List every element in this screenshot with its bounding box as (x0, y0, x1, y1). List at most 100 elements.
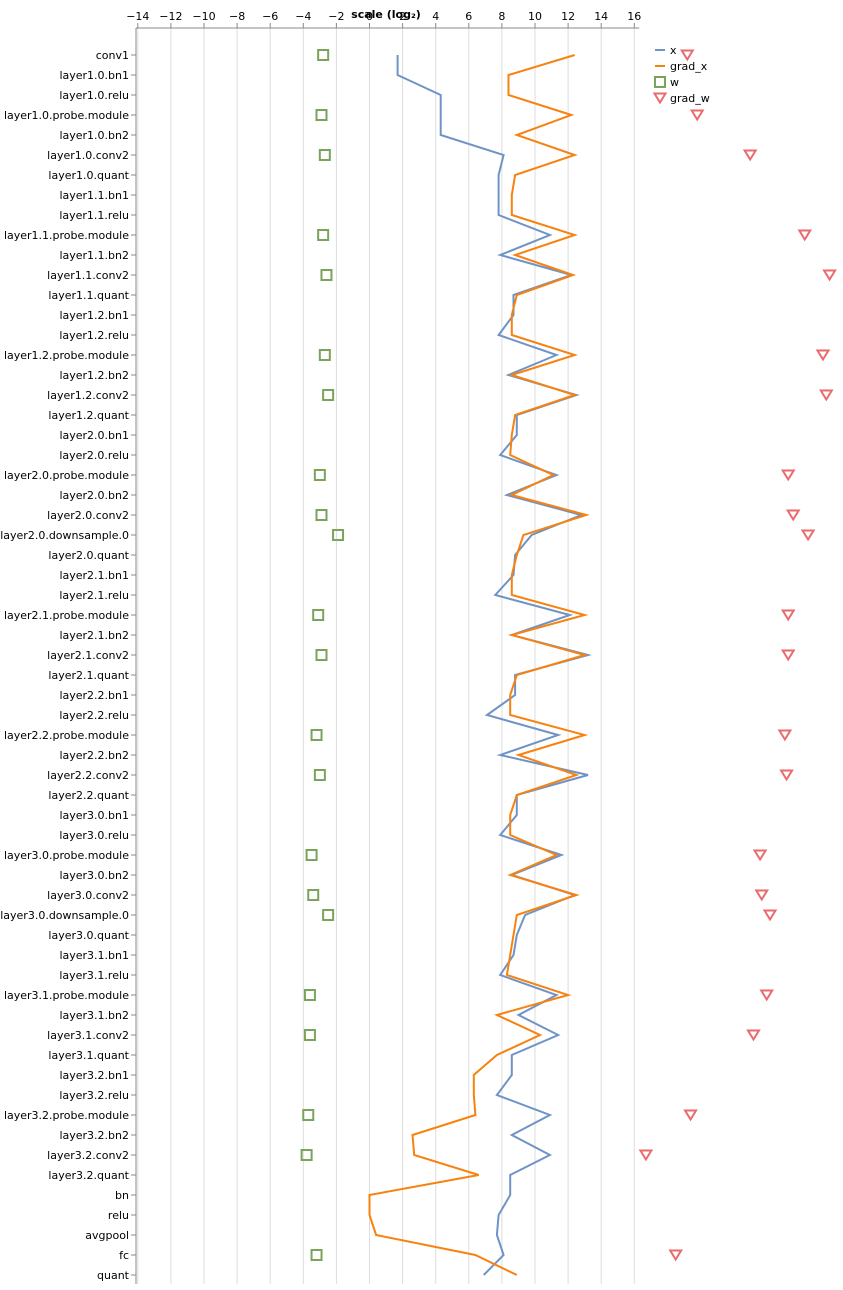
point-grad_w (780, 469, 796, 482)
x-tick-label: 10 (528, 10, 542, 23)
y-category-label: layer2.2.conv2 (47, 769, 129, 782)
point-grad_w (683, 1109, 698, 1122)
point-grad_w (780, 649, 796, 662)
point-w (313, 469, 326, 481)
point-grad_w (742, 149, 758, 162)
point-w (310, 1249, 323, 1261)
point-grad_w (689, 109, 705, 122)
y-category-label: layer1.0.conv2 (47, 149, 129, 162)
y-category-label: layer3.2.probe.module (4, 1109, 129, 1122)
y-category-label: layer3.1.probe.module (4, 989, 129, 1002)
point-w (332, 529, 345, 541)
point-w (302, 1109, 315, 1121)
y-category-label: layer2.2.relu (59, 709, 129, 722)
x-tick-label: 2 (399, 10, 406, 23)
legend-label-grad_x: grad_x (670, 60, 708, 73)
x-tick-label: −14 (126, 10, 149, 23)
point-w (320, 269, 333, 281)
y-category-label: layer1.0.quant (48, 169, 129, 182)
y-category-label: layer1.1.probe.module (4, 229, 129, 242)
y-category-label: layer2.0.conv2 (47, 509, 129, 522)
point-grad_w (762, 909, 778, 922)
point-w (303, 989, 316, 1001)
y-category-label: layer1.1.relu (59, 209, 129, 222)
y-category-label: layer3.1.quant (48, 1049, 129, 1062)
legend: x grad_xw grad_w (652, 44, 710, 105)
y-category-label: layer1.1.conv2 (47, 269, 129, 282)
y-category-label: layer1.2.conv2 (47, 389, 129, 402)
y-category-label: layer3.0.downsample.0 (0, 909, 129, 922)
point-grad_w (668, 1249, 683, 1262)
x-tick-label: 8 (498, 10, 505, 23)
y-category-label: layer3.0.conv2 (47, 889, 129, 902)
x-tick-label: −6 (262, 10, 278, 23)
point-grad_w (800, 529, 816, 542)
y-category-label: layer3.1.bn1 (59, 949, 129, 962)
y-category-label: conv1 (96, 49, 129, 62)
y-category-label: layer3.2.conv2 (47, 1149, 129, 1162)
point-grad_w (759, 989, 774, 1002)
y-category-label: layer2.1.probe.module (4, 609, 129, 622)
series-line-grad_x (368, 54, 590, 1276)
y-category-label: layer1.0.bn2 (59, 129, 129, 142)
y-category-label: layer2.0.relu (59, 449, 129, 462)
point-w (303, 1029, 316, 1041)
grid-lines (137, 28, 635, 1284)
y-category-label: layer2.2.bn2 (59, 749, 129, 762)
point-grad_w (779, 769, 794, 782)
point-grad_w (785, 509, 801, 522)
legend-label-w: w (670, 76, 679, 89)
point-grad_w (818, 389, 834, 402)
x-tick-label: 0 (366, 10, 373, 23)
y-category-label: layer2.1.bn1 (59, 569, 129, 582)
x-axis-title: scale (log₂) (351, 8, 421, 21)
y-category-label: layer1.0.probe.module (4, 109, 129, 122)
x-tick-label: −10 (192, 10, 215, 23)
y-category-label: layer3.2.quant (48, 1169, 129, 1182)
point-grad_w (797, 229, 813, 242)
point-grad_w (777, 729, 793, 742)
point-w (300, 1149, 313, 1161)
y-category-label: avgpool (85, 1229, 129, 1242)
y-category-label: layer1.0.bn1 (59, 69, 129, 82)
point-w (315, 649, 328, 661)
y-category-label: fc (119, 1249, 129, 1262)
point-w (312, 609, 325, 621)
y-category-label: layer1.2.bn2 (59, 369, 129, 382)
x-tick-label: 6 (465, 10, 472, 23)
y-category-label: layer3.2.bn1 (59, 1069, 129, 1082)
x-tick-label: −4 (295, 10, 311, 23)
y-category-label: layer3.1.relu (59, 969, 129, 982)
y-category-label: layer2.2.probe.module (4, 729, 129, 742)
y-category-label: layer2.1.bn2 (59, 629, 129, 642)
point-w (318, 149, 331, 161)
point-grad_w (752, 849, 768, 862)
y-category-label: layer1.0.relu (59, 89, 129, 102)
y-axis-categories: conv1 layer1.0.bn1 layer1.0.relu layer1.0.p… (0, 49, 136, 1282)
point-w (307, 889, 320, 901)
point-grad_w (746, 1029, 761, 1042)
y-category-label: layer2.0.probe.module (4, 469, 129, 482)
point-w (317, 229, 330, 241)
x-tick-label: 12 (561, 10, 575, 23)
point-w (313, 769, 326, 781)
point-w (310, 729, 323, 741)
x-tick-label: −2 (328, 10, 344, 23)
y-category-label: layer2.2.quant (48, 789, 129, 802)
y-category-label: layer2.0.bn1 (59, 429, 129, 442)
y-category-label: layer2.0.bn2 (59, 489, 129, 502)
point-grad_w (780, 609, 796, 622)
y-category-label: layer3.0.quant (48, 929, 129, 942)
y-category-label: layer1.1.bn1 (59, 189, 129, 202)
y-category-label: layer1.2.relu (59, 329, 129, 342)
series-line-x (396, 55, 592, 1276)
y-category-label: layer3.2.relu (59, 1089, 129, 1102)
y-category-label: relu (108, 1209, 129, 1222)
y-category-label: layer3.0.relu (59, 829, 129, 842)
y-category-label: layer2.1.quant (48, 669, 129, 682)
point-w (315, 509, 328, 521)
y-category-label: layer2.2.bn1 (59, 689, 129, 702)
legend-symbol-w (654, 76, 666, 88)
point-w (322, 909, 335, 921)
